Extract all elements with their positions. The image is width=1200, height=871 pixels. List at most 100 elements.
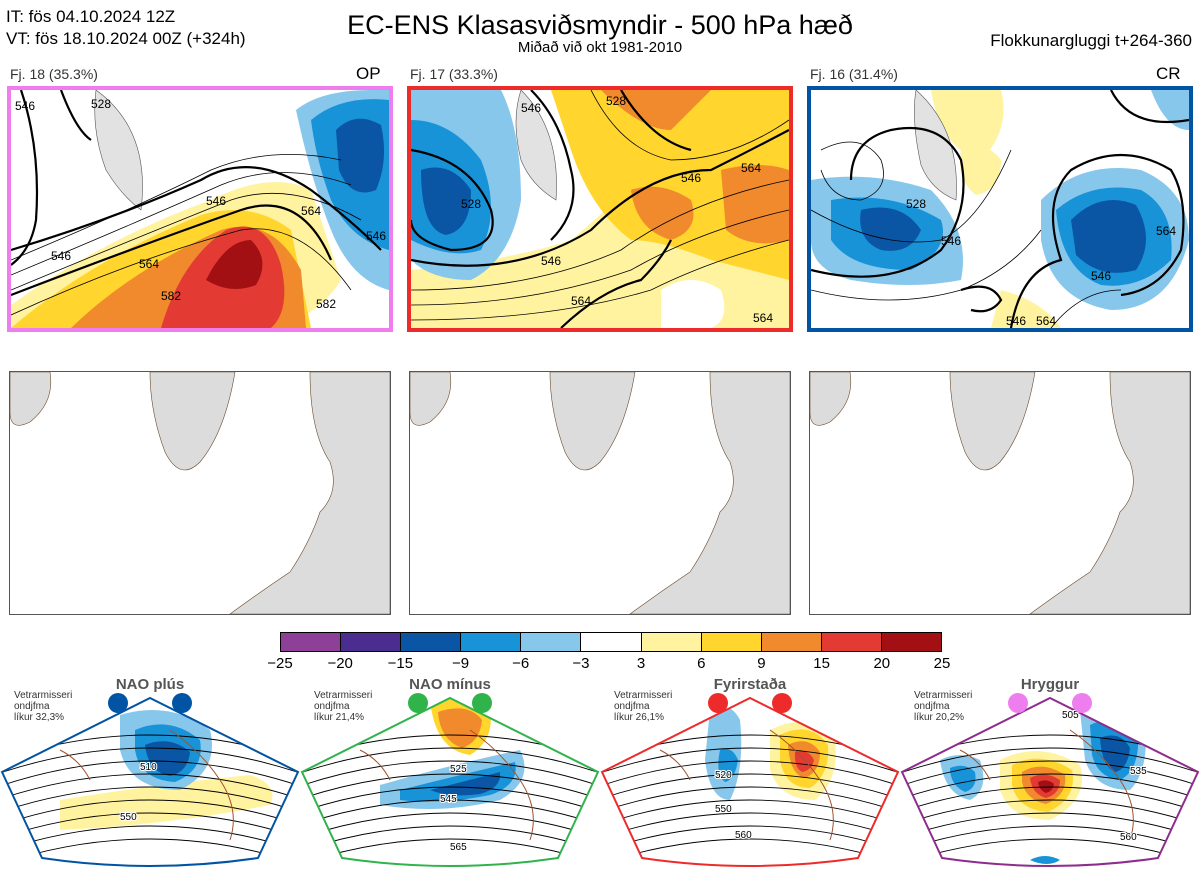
coastline	[59, 729, 234, 841]
contour-label: 528	[606, 94, 626, 108]
regime-border	[900, 696, 1200, 867]
height-contour	[2, 760, 298, 787]
coastline	[359, 729, 534, 841]
height-contour	[902, 812, 1198, 839]
regime-title: NAO plús	[115, 676, 185, 693]
anomaly-shade	[438, 708, 482, 748]
regime-note-line: líkur 26,1%	[614, 712, 665, 723]
anomaly-shade	[60, 775, 273, 830]
height-contour	[2, 773, 298, 800]
regime-note: Vetrarmisseri ondjfma líkur 32,3%	[14, 690, 72, 723]
colorbar-swatch	[581, 633, 642, 651]
colorbar-tick-label: 20	[873, 655, 891, 672]
regime-note-line: Vetrarmisseri	[314, 690, 373, 701]
contour-label: 564	[1156, 224, 1176, 238]
cluster-map-2: 528 546 546 528 546 564 564 564	[407, 86, 793, 332]
height-contour	[602, 747, 898, 774]
regime-contour-label: 520	[715, 770, 732, 781]
height-contour	[2, 786, 298, 813]
colorbar-tick-label: −9	[451, 655, 470, 672]
contour-label: 546	[541, 254, 561, 268]
colorbar-tick-label: −15	[387, 655, 414, 672]
contour-label: 546	[51, 249, 71, 263]
contour-label: 528	[461, 197, 481, 211]
cluster-map-1: 546 528 546 546 564 564 582 582 546	[7, 86, 393, 332]
regime-indicator-dot	[1008, 693, 1028, 713]
page-title: EC-ENS Klasasviðsmyndir - 500 hPa hæð	[347, 10, 853, 40]
regime-note-line: ondjfma	[14, 701, 50, 712]
regime-note-line: líkur 20,2%	[914, 712, 965, 723]
height-contour	[2, 812, 298, 839]
regime-note-line: ondjfma	[314, 701, 350, 712]
colorbar-tick-label: −6	[512, 655, 530, 672]
colorbar-swatch	[881, 633, 942, 651]
contour-label: 564	[139, 257, 159, 271]
colorbar-swatch	[461, 633, 522, 651]
height-contour	[302, 773, 598, 800]
regime-map: 505 535 560	[900, 696, 1200, 867]
regime-contour-label: 560	[1120, 832, 1137, 843]
height-contour	[302, 760, 598, 787]
regime-note: Vetrarmisseri ondjfma líkur 21,4%	[314, 690, 372, 723]
height-contour	[902, 747, 1198, 774]
colorbar	[280, 632, 942, 652]
coastline	[959, 729, 1134, 841]
anomaly-shade	[794, 751, 814, 772]
contour-label: 546	[941, 234, 961, 248]
regime-border	[0, 696, 300, 867]
contour-label: 546	[1006, 314, 1026, 328]
colorbar-swatch	[761, 633, 822, 651]
contour-label: 564	[753, 311, 773, 325]
regime-indicator-dot	[472, 693, 492, 713]
colorbar-swatch	[281, 633, 342, 651]
regime-map: 520 550 560	[600, 696, 900, 867]
colorbar-tick-label: 25	[933, 655, 951, 672]
regime-contour-label: 510	[140, 762, 157, 773]
contour-label: 582	[161, 289, 181, 303]
regime-contour-label: 550	[715, 804, 732, 815]
height-contour	[902, 825, 1198, 852]
colorbar-swatch	[401, 633, 462, 651]
height-contour	[602, 760, 898, 787]
page-subtitle: Miðað við okt 1981-2010	[517, 39, 683, 56]
anomaly-shade	[950, 765, 976, 792]
colorbar-tick-label: 9	[757, 655, 766, 672]
contour-label: 546	[521, 101, 541, 115]
colorbar-ticks: −25 −20 −15 −9 −6 −3 3 6 9 15 20 25	[267, 655, 950, 675]
contour-label: 564	[301, 204, 321, 218]
cluster-map-3: 528 546 546 564 546 564	[807, 86, 1193, 332]
contour-label: 564	[741, 161, 761, 175]
height-contour	[302, 799, 598, 826]
height-contour	[302, 747, 598, 774]
regime-note: Vetrarmisseri ondjfma líkur 26,1%	[614, 690, 672, 723]
base-map-2	[409, 371, 791, 615]
contour-label: 546	[366, 229, 386, 243]
regime-indicator-dot	[708, 693, 728, 713]
valid-time: VT: fös 18.10.2024 00Z (+324h)	[6, 29, 246, 48]
contour-label: 546	[15, 99, 35, 113]
regime-contour-label: 565	[450, 842, 467, 853]
colorbar-tick-label: −20	[327, 655, 353, 672]
anomaly-shade	[430, 772, 501, 796]
contour-label: 546	[681, 171, 701, 185]
colorbar-swatch	[641, 633, 702, 651]
base-map-3	[809, 371, 1191, 615]
regime-indicator-dot	[772, 693, 792, 713]
cluster-3-tag: CR	[1156, 64, 1181, 83]
height-contour	[602, 825, 898, 852]
regime-note-line: líkur 32,3%	[14, 712, 65, 723]
height-contour	[602, 812, 898, 839]
coastline	[659, 729, 834, 841]
cluster-3-label: Fj. 16 (31.4%)	[810, 66, 898, 82]
height-contour	[302, 825, 598, 852]
colorbar-tick-label: −3	[572, 655, 590, 672]
regime-indicator-dot	[408, 693, 428, 713]
regime-contour-label: 550	[120, 812, 137, 823]
regime-contour-label: 535	[1130, 766, 1147, 777]
regime-contour-label: 560	[735, 830, 752, 841]
cluster-1-label: Fj. 18 (35.3%)	[10, 66, 98, 82]
colorbar-swatch	[341, 633, 402, 651]
regime-border	[300, 696, 600, 867]
regime-note-line: Vetrarmisseri	[14, 690, 73, 701]
contour-label: 528	[906, 197, 926, 211]
